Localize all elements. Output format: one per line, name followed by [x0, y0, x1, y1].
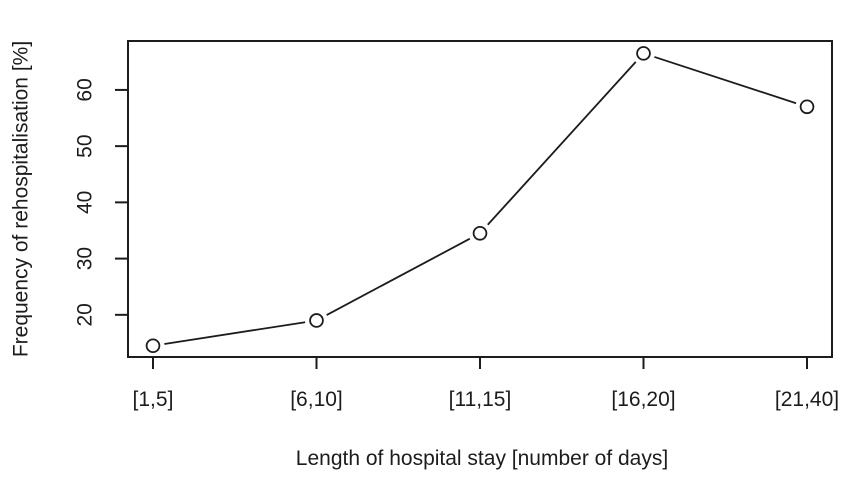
y-tick-label: 40 — [73, 191, 96, 214]
x-tick-label: [16,20] — [611, 388, 675, 411]
series-segment — [164, 321, 306, 345]
data-point-marker — [309, 313, 324, 328]
series-segment — [326, 237, 471, 316]
x-tick-label: [1,5] — [133, 388, 174, 411]
plot-border — [127, 40, 833, 358]
series-segment — [654, 56, 797, 105]
x-axis-title: Length of hospital stay [number of days] — [295, 447, 669, 470]
x-tick-label: [11,15] — [449, 388, 512, 411]
y-tick-label: 50 — [73, 134, 96, 157]
data-point-marker — [145, 338, 161, 354]
data-point-marker — [799, 99, 815, 115]
y-axis-title: Frequency of rehospitalisation [%] — [9, 40, 33, 358]
x-tick-label: [6,10] — [290, 388, 343, 411]
y-tick-label: 30 — [73, 247, 96, 270]
y-tick-label: 20 — [73, 303, 96, 326]
data-point-marker — [472, 225, 488, 241]
x-tick-label: [21,40] — [775, 388, 839, 411]
y-tick-label: 60 — [73, 78, 96, 101]
data-point-marker — [636, 46, 651, 61]
series-segment — [487, 61, 637, 226]
